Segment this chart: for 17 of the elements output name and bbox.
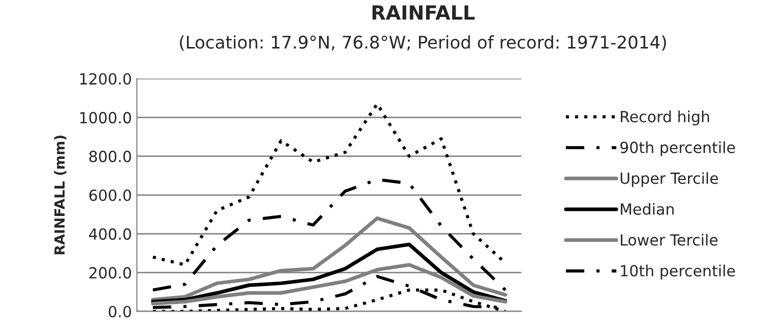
y-tick-label: 1000.0 xyxy=(80,112,132,124)
chart-title: RAINFALL xyxy=(372,5,475,20)
y-tick-label: 800.0 xyxy=(89,150,132,162)
y-axis-title: RAINFALL (mm) xyxy=(54,136,66,254)
y-tick-label: 1200.0 xyxy=(80,73,132,85)
legend-label: Median xyxy=(620,203,674,215)
legend-label: Upper Tercile xyxy=(620,172,718,187)
y-tick-label: 600.0 xyxy=(89,189,132,202)
line-series xyxy=(151,178,507,292)
legend-label: 10th percentile xyxy=(621,264,735,280)
chart-subtitle: (Location: 17.9°N, 76.8°W; Period of record: 1971-2014) xyxy=(180,35,666,51)
legend-label: Lower Tercile xyxy=(620,234,718,246)
y-tick-label: 400.0 xyxy=(89,228,132,240)
y-tick-label: 200.0 xyxy=(89,267,132,279)
y-tick-label: 0.0 xyxy=(108,306,132,318)
legend-label: 90th percentile xyxy=(620,141,735,156)
legend-label: Record high xyxy=(620,110,710,126)
